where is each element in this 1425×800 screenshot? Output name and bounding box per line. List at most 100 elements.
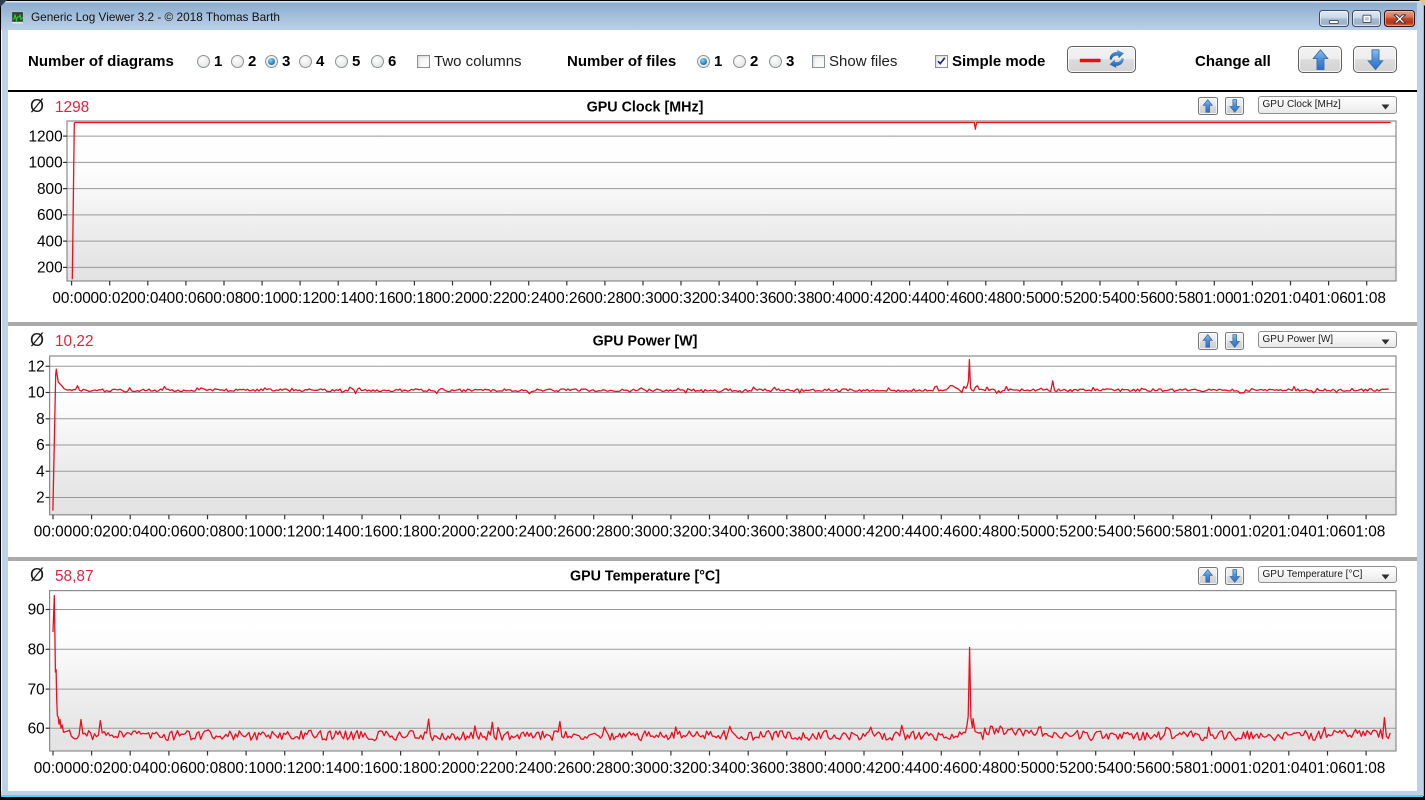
svg-text:00:36: 00:36 — [729, 523, 768, 540]
svg-text:00:46: 00:46 — [928, 290, 967, 307]
svg-text:90: 90 — [28, 602, 45, 619]
svg-text:01:00: 01:00 — [1195, 290, 1234, 307]
svg-text:00:00: 00:00 — [34, 760, 73, 777]
svg-text:00:52: 00:52 — [1038, 760, 1077, 777]
svg-text:Ø: Ø — [30, 330, 44, 350]
svg-text:00:38: 00:38 — [768, 523, 807, 540]
svg-text:00:54: 00:54 — [1076, 760, 1115, 777]
svg-text:00:18: 00:18 — [395, 290, 434, 307]
svg-text:00:34: 00:34 — [700, 290, 739, 307]
svg-text:Ø: Ø — [30, 565, 44, 585]
svg-text:00:08: 00:08 — [188, 523, 227, 540]
svg-text:00:02: 00:02 — [90, 290, 129, 307]
svg-text:00:24: 00:24 — [509, 290, 548, 307]
svg-text:00:30: 00:30 — [613, 760, 652, 777]
svg-text:00:30: 00:30 — [624, 290, 663, 307]
svg-text:Ø: Ø — [30, 96, 44, 116]
svg-text:10: 10 — [28, 385, 45, 402]
svg-text:00:24: 00:24 — [497, 523, 536, 540]
svg-text:00:32: 00:32 — [652, 523, 691, 540]
svg-text:00:02: 00:02 — [72, 523, 111, 540]
svg-text:00:26: 00:26 — [536, 523, 575, 540]
svg-text:01:06: 01:06 — [1308, 760, 1347, 777]
svg-text:58,87: 58,87 — [55, 568, 94, 585]
svg-text:00:14: 00:14 — [319, 290, 358, 307]
svg-text:00:00: 00:00 — [34, 523, 73, 540]
svg-text:00:40: 00:40 — [814, 290, 853, 307]
svg-text:10,22: 10,22 — [55, 333, 94, 350]
svg-text:60: 60 — [28, 720, 45, 737]
svg-text:00:20: 00:20 — [420, 760, 459, 777]
svg-text:800: 800 — [37, 181, 63, 198]
svg-text:00:52: 00:52 — [1043, 290, 1082, 307]
svg-text:00:28: 00:28 — [574, 523, 613, 540]
svg-text:00:12: 00:12 — [281, 290, 320, 307]
svg-text:01:06: 01:06 — [1309, 290, 1348, 307]
svg-text:00:14: 00:14 — [304, 760, 343, 777]
svg-text:6: 6 — [36, 437, 45, 454]
svg-text:00:24: 00:24 — [497, 760, 536, 777]
svg-text:1000: 1000 — [28, 155, 62, 172]
svg-text:01:04: 01:04 — [1270, 760, 1309, 777]
svg-text:00:28: 00:28 — [574, 760, 613, 777]
svg-text:00:00: 00:00 — [52, 290, 91, 307]
svg-text:00:16: 00:16 — [343, 523, 382, 540]
svg-text:00:04: 00:04 — [111, 523, 150, 540]
svg-text:00:40: 00:40 — [806, 523, 845, 540]
svg-text:01:04: 01:04 — [1270, 523, 1309, 540]
svg-text:12: 12 — [28, 359, 45, 376]
svg-text:00:46: 00:46 — [922, 760, 961, 777]
svg-text:00:06: 00:06 — [150, 760, 189, 777]
svg-text:1298: 1298 — [55, 99, 89, 116]
svg-text:00:10: 00:10 — [243, 290, 282, 307]
svg-text:00:36: 00:36 — [738, 290, 777, 307]
svg-text:00:12: 00:12 — [265, 523, 304, 540]
svg-text:00:54: 00:54 — [1076, 523, 1115, 540]
svg-text:00:46: 00:46 — [922, 523, 961, 540]
svg-text:00:42: 00:42 — [845, 523, 884, 540]
svg-text:00:56: 00:56 — [1115, 760, 1154, 777]
svg-text:00:14: 00:14 — [304, 523, 343, 540]
svg-text:00:18: 00:18 — [381, 523, 420, 540]
svg-text:00:08: 00:08 — [188, 760, 227, 777]
svg-text:00:56: 00:56 — [1119, 290, 1158, 307]
svg-text:00:58: 00:58 — [1154, 760, 1193, 777]
svg-text:01:00: 01:00 — [1192, 523, 1231, 540]
svg-text:4: 4 — [36, 464, 45, 481]
svg-text:00:50: 00:50 — [1005, 290, 1044, 307]
svg-text:00:54: 00:54 — [1081, 290, 1120, 307]
svg-text:00:50: 00:50 — [999, 760, 1038, 777]
svg-text:GPU Power [W]: GPU Power [W] — [593, 334, 698, 350]
svg-text:00:12: 00:12 — [265, 760, 304, 777]
svg-text:00:10: 00:10 — [227, 523, 266, 540]
svg-text:00:36: 00:36 — [729, 760, 768, 777]
svg-text:00:30: 00:30 — [613, 523, 652, 540]
svg-text:01:02: 01:02 — [1231, 760, 1270, 777]
svg-text:1200: 1200 — [28, 128, 62, 145]
svg-text:01:00: 01:00 — [1192, 760, 1231, 777]
svg-text:00:16: 00:16 — [357, 290, 396, 307]
svg-text:00:52: 00:52 — [1038, 523, 1077, 540]
svg-text:00:04: 00:04 — [111, 760, 150, 777]
svg-text:00:28: 00:28 — [586, 290, 625, 307]
svg-text:01:02: 01:02 — [1231, 523, 1270, 540]
svg-text:00:58: 00:58 — [1157, 290, 1196, 307]
svg-text:80: 80 — [28, 642, 45, 659]
svg-text:600: 600 — [37, 207, 63, 224]
svg-text:00:02: 00:02 — [72, 760, 111, 777]
svg-text:00:48: 00:48 — [967, 290, 1006, 307]
svg-text:00:42: 00:42 — [845, 760, 884, 777]
svg-text:01:06: 01:06 — [1308, 523, 1347, 540]
svg-text:00:34: 00:34 — [690, 523, 729, 540]
svg-text:00:26: 00:26 — [536, 760, 575, 777]
svg-text:00:44: 00:44 — [890, 290, 929, 307]
svg-text:00:38: 00:38 — [768, 760, 807, 777]
svg-text:00:08: 00:08 — [205, 290, 244, 307]
svg-text:8: 8 — [36, 411, 45, 428]
svg-text:00:48: 00:48 — [961, 523, 1000, 540]
svg-text:00:32: 00:32 — [662, 290, 701, 307]
svg-text:00:58: 00:58 — [1154, 523, 1193, 540]
svg-text:00:50: 00:50 — [999, 523, 1038, 540]
svg-text:01:08: 01:08 — [1347, 523, 1386, 540]
svg-text:200: 200 — [37, 260, 63, 277]
